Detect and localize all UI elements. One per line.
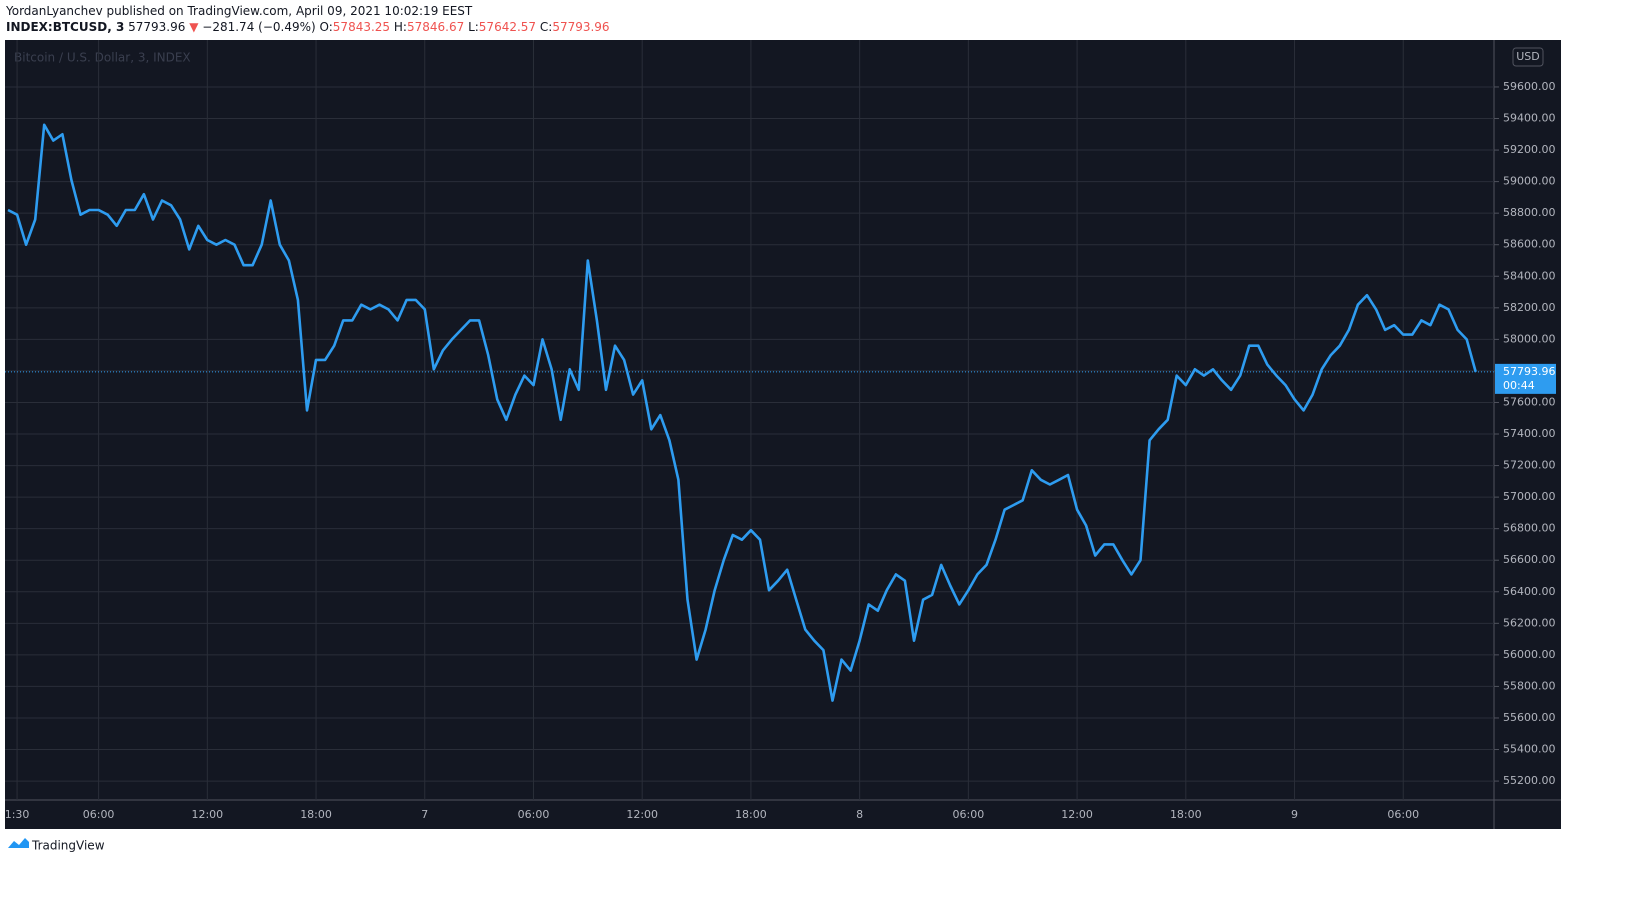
x-tick-label: 06:00 — [518, 808, 550, 821]
y-tick-label: 57400.00 — [1503, 427, 1556, 440]
x-tick-label: 12:00 — [626, 808, 658, 821]
currency-button[interactable] — [1512, 47, 1544, 67]
ohlc-value: 57793.96 — [552, 20, 610, 34]
x-tick-label: 1:30 — [5, 808, 30, 821]
y-tick-label: 58400.00 — [1503, 269, 1556, 282]
x-tick-label: 12:00 — [191, 808, 223, 821]
change-arrow: ▼ — [189, 20, 199, 34]
x-tick-label: 7 — [421, 808, 428, 821]
y-tick-label: 56000.00 — [1503, 648, 1556, 661]
y-tick-label: 57000.00 — [1503, 490, 1556, 503]
last-price-tag — [1495, 363, 1556, 394]
ohlc-label: C: — [539, 20, 553, 34]
last-price: 57793.96 — [128, 20, 186, 34]
ohlc-label: O: — [319, 20, 333, 34]
brand-logo — [8, 838, 29, 848]
x-tick-label: 12:00 — [1061, 808, 1093, 821]
y-tick-label: 59600.00 — [1503, 80, 1556, 93]
y-tick-label: 57200.00 — [1503, 459, 1556, 472]
symbol: INDEX:BTCUSD, 3 — [6, 20, 125, 34]
x-tick-label: 18:00 — [300, 808, 332, 821]
x-tick-label: 18:00 — [735, 808, 767, 821]
x-tick-label: 06:00 — [83, 808, 115, 821]
x-tick-label: 8 — [856, 808, 863, 821]
y-tick-label: 57600.00 — [1503, 395, 1556, 408]
y-tick-label: 59000.00 — [1503, 175, 1556, 188]
change: −281.74 (−0.49%) — [202, 20, 316, 34]
ohlc-value: 57642.57 — [478, 20, 537, 34]
y-tick-label: 56800.00 — [1503, 522, 1556, 535]
x-tick-label: 18:00 — [1170, 808, 1202, 821]
y-tick-label: 58600.00 — [1503, 238, 1556, 251]
y-tick-label: 55800.00 — [1503, 679, 1556, 692]
y-tick-label: 59400.00 — [1503, 112, 1556, 125]
legend-line: INDEX:BTCUSD, 3 57793.96 ▼ −281.74 (−0.4… — [6, 20, 610, 34]
y-tick-label: 58200.00 — [1503, 301, 1556, 314]
y-tick-label: 56600.00 — [1503, 553, 1556, 566]
brand: TradingView — [31, 839, 105, 853]
x-tick-label: 9 — [1291, 808, 1298, 821]
x-tick-label: 06:00 — [953, 808, 985, 821]
ohlc-label: H: — [393, 20, 407, 34]
ohlc-value: 57846.67 — [406, 20, 465, 34]
ohlc-value: 57843.25 — [332, 20, 391, 34]
currency-label: USD — [1516, 50, 1540, 63]
y-tick-label: 55400.00 — [1503, 743, 1556, 756]
y-tick-label: 58000.00 — [1503, 332, 1556, 345]
y-tick-label: 58800.00 — [1503, 206, 1556, 219]
y-tick-label: 59200.00 — [1503, 143, 1556, 156]
price-line — [7, 123, 1477, 702]
y-tick-label: 56400.00 — [1503, 585, 1556, 598]
publish-info: YordanLyanchev published on TradingView.… — [6, 4, 473, 18]
x-tick-label: 06:00 — [1387, 808, 1419, 821]
y-tick-label: 55200.00 — [1503, 774, 1556, 787]
countdown-label: 00:44 — [1503, 379, 1535, 392]
y-tick-label: 55600.00 — [1503, 711, 1556, 724]
y-tick-label: 56200.00 — [1503, 616, 1556, 629]
watermark: Bitcoin / U.S. Dollar, 3, INDEX — [14, 51, 191, 65]
ohlc-label: L: — [468, 20, 479, 34]
last-price-label: 57793.96 — [1503, 365, 1556, 378]
